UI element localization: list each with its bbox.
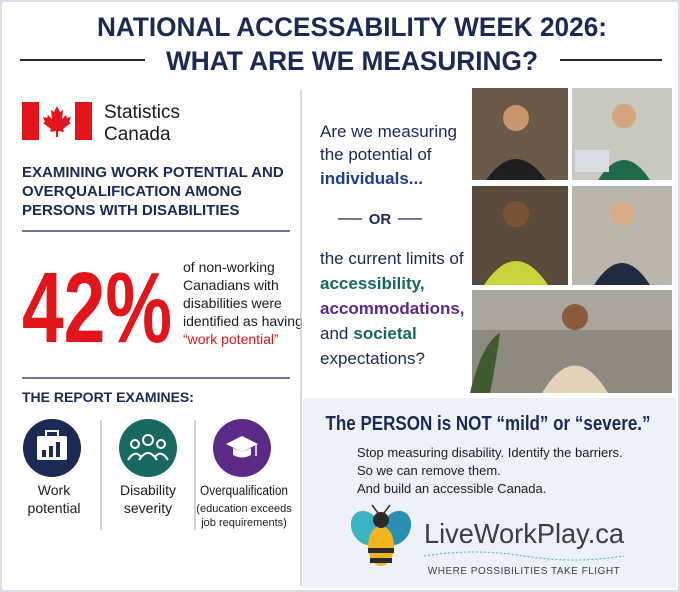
logo-text: Canada [104, 124, 171, 145]
stat-text: of non-working [183, 259, 275, 275]
bee-logo [350, 504, 412, 566]
stat-text: identified as having [183, 313, 303, 329]
message-headline: The PERSON is NOT “mild” or “severe.” [326, 413, 651, 435]
item-label: severity [124, 500, 172, 516]
item-label: potential [28, 500, 81, 516]
overqualification-icon [213, 419, 271, 477]
logo-text: Statistics [104, 102, 180, 123]
item-note: (education exceeds [196, 503, 292, 515]
title-line: WHAT ARE WE MEASURING? [166, 46, 538, 76]
question-line: the current limits of [320, 249, 464, 268]
title-line: NATIONAL ACCESSABILITY WEEK 2026: [97, 12, 607, 42]
question-line: the potential of [320, 145, 432, 164]
stat-value: 42% [22, 252, 172, 364]
question-highlight: individuals... [320, 169, 423, 188]
brand-tagline: WHERE POSSIBILITIES TAKE FLIGHT [428, 566, 620, 577]
severity-icon [119, 419, 177, 477]
work-icon [23, 419, 81, 477]
message-line: Stop measuring disability. Identify the … [357, 445, 623, 460]
message-line: And build an accessible Canada. [357, 481, 546, 496]
canada-flag [22, 102, 92, 140]
photo [572, 186, 672, 285]
question-line: Are we measuring [320, 122, 457, 141]
photo-grid [470, 88, 672, 393]
question-highlight: accessibility, [320, 274, 425, 293]
subheading-line: OVERQUALIFICATION AMONG [22, 183, 242, 200]
question-word: and [320, 324, 348, 343]
question-line: and societal [320, 324, 417, 343]
photo [470, 290, 672, 393]
report-heading: THE REPORT EXAMINES: [22, 389, 194, 405]
stat-highlight: “work potential” [183, 331, 279, 347]
item-label: Work [38, 482, 71, 498]
item-label: Disability [120, 482, 176, 498]
stat-text: disabilities were [183, 295, 282, 311]
stat-text: Canadians with [183, 277, 279, 293]
subheading-line: EXAMINING WORK POTENTIAL AND [22, 164, 284, 181]
photo [572, 88, 672, 180]
flight-path [423, 551, 625, 561]
subheading-line: PERSONS WITH DISABILITIES [22, 202, 240, 219]
question-line: expectations? [320, 349, 425, 368]
message-panel [303, 398, 676, 588]
photo [472, 88, 568, 180]
item-note: job requirements) [200, 517, 287, 529]
question-highlight: societal [353, 324, 416, 343]
question-highlight: accommodations, [320, 299, 465, 318]
item-label: Overqualification [200, 482, 288, 498]
or-word: OR [369, 211, 392, 228]
message-line: So we can remove them. [357, 463, 501, 478]
brand-name: LiveWorkPlay.ca [424, 518, 624, 549]
photo [472, 186, 568, 285]
